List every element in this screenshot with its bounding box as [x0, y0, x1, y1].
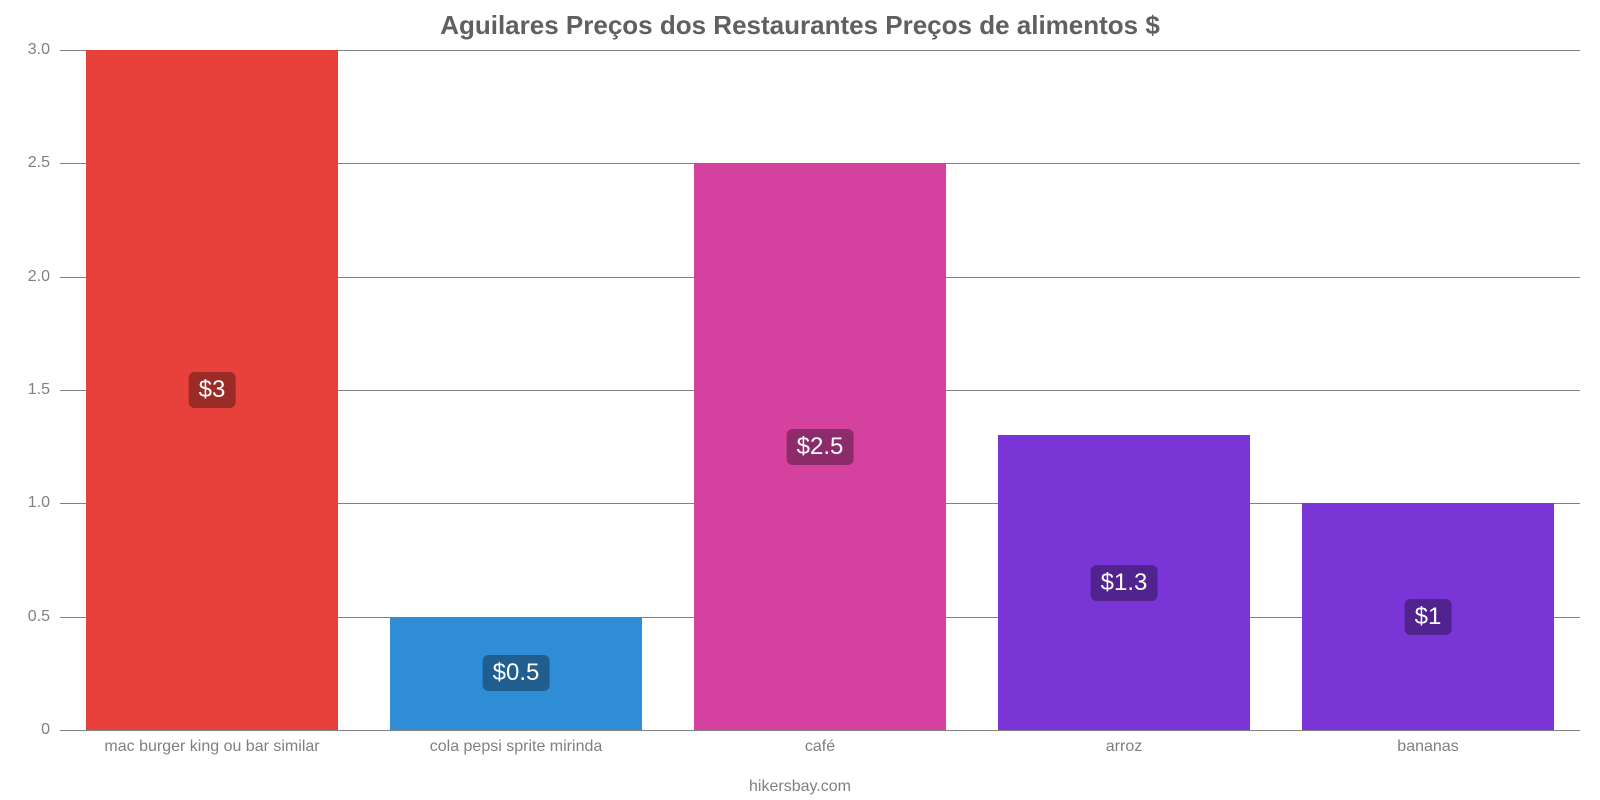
gridline [60, 730, 1580, 731]
ytick-label: 2.5 [28, 154, 50, 172]
ytick-label: 2.0 [28, 268, 50, 286]
xtick-label: bananas [1397, 738, 1458, 756]
value-badge: $1.3 [1091, 565, 1158, 601]
ytick-label: 0.5 [28, 608, 50, 626]
xtick-label: café [805, 738, 835, 756]
bar-chart: Aguilares Preços dos Restaurantes Preços… [0, 0, 1600, 800]
ytick-label: 0 [41, 721, 50, 739]
bar: $1 [1302, 503, 1554, 730]
chart-title: Aguilares Preços dos Restaurantes Preços… [0, 10, 1600, 41]
value-badge: $2.5 [787, 429, 854, 465]
xtick-label: arroz [1106, 738, 1142, 756]
plot-area: 00.51.01.52.02.53.0$3mac burger king ou … [60, 50, 1580, 730]
ytick-label: 3.0 [28, 41, 50, 59]
bar: $0.5 [390, 617, 642, 730]
value-badge: $1 [1405, 599, 1452, 635]
chart-credit: hikersbay.com [0, 778, 1600, 796]
value-badge: $3 [189, 372, 236, 408]
xtick-label: cola pepsi sprite mirinda [430, 738, 603, 756]
ytick-label: 1.0 [28, 494, 50, 512]
xtick-label: mac burger king ou bar similar [104, 738, 319, 756]
ytick-label: 1.5 [28, 381, 50, 399]
bar: $1.3 [998, 435, 1250, 730]
value-badge: $0.5 [483, 655, 550, 691]
bar: $2.5 [694, 163, 946, 730]
bar: $3 [86, 50, 338, 730]
